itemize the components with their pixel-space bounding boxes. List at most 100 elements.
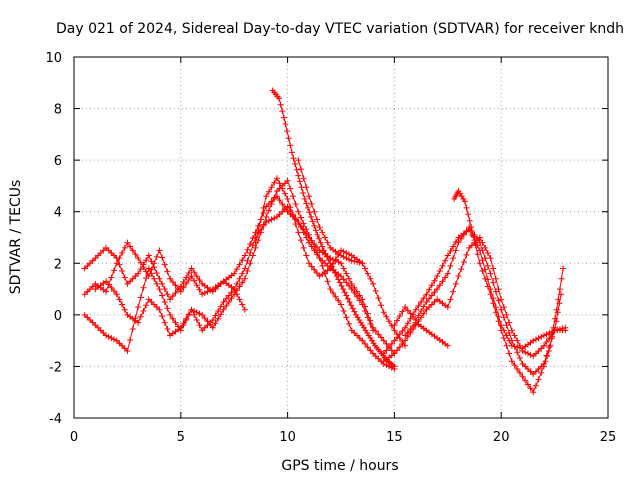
data-point — [426, 295, 433, 302]
data-point — [370, 327, 377, 334]
data-point — [271, 194, 278, 201]
data-point — [503, 342, 510, 349]
data-point — [113, 291, 120, 298]
data-point — [183, 315, 190, 322]
data-point — [185, 277, 192, 284]
data-point — [458, 235, 465, 242]
data-point — [332, 293, 339, 300]
data-point — [132, 273, 139, 280]
data-point — [119, 301, 126, 308]
data-point — [143, 257, 150, 264]
data-point — [116, 296, 123, 303]
data-point — [508, 327, 515, 334]
data-point — [328, 263, 335, 270]
data-point — [127, 278, 134, 285]
data-point — [89, 283, 96, 290]
data-point — [519, 373, 526, 380]
data-point — [156, 306, 163, 313]
data-point — [276, 180, 283, 187]
data-point — [546, 329, 553, 336]
data-point — [354, 288, 361, 295]
data-point — [148, 298, 155, 305]
data-point — [476, 234, 483, 241]
data-point — [201, 289, 208, 296]
data-point — [378, 302, 385, 309]
data-point — [316, 255, 323, 262]
data-point — [175, 285, 182, 292]
data-point — [444, 270, 451, 277]
data-point — [428, 301, 435, 308]
data-point — [225, 292, 232, 299]
data-point — [97, 249, 104, 256]
data-point — [346, 282, 353, 289]
data-point — [447, 262, 454, 269]
data-point — [340, 276, 347, 283]
data-point — [292, 220, 299, 227]
data-point — [231, 270, 238, 277]
data-point — [89, 257, 96, 264]
data-point — [140, 307, 147, 314]
data-point — [281, 206, 288, 213]
data-point — [362, 340, 369, 347]
data-point — [415, 302, 422, 309]
data-point — [383, 347, 390, 354]
data-point — [444, 304, 451, 311]
data-point — [455, 273, 462, 280]
data-point — [367, 347, 374, 354]
data-point — [431, 277, 438, 284]
data-point — [404, 320, 411, 327]
data-point — [484, 283, 491, 290]
data-point — [217, 311, 224, 318]
data-point — [321, 260, 328, 267]
data-point — [288, 149, 295, 156]
data-point — [223, 302, 230, 309]
data-point — [338, 282, 345, 289]
data-point — [410, 322, 417, 329]
data-point — [113, 260, 120, 267]
data-point — [465, 211, 472, 218]
data-point — [391, 327, 398, 334]
data-point — [346, 275, 353, 282]
data-point — [244, 268, 251, 275]
data-point — [332, 256, 339, 263]
data-point — [239, 279, 246, 286]
x-axis-title: GPS time / hours — [281, 458, 398, 474]
data-point — [129, 326, 136, 333]
data-point — [349, 305, 356, 312]
data-point — [116, 340, 123, 347]
grid — [74, 57, 608, 418]
data-point — [169, 278, 176, 285]
data-point — [289, 212, 296, 219]
data-point — [476, 239, 483, 246]
data-point — [191, 307, 198, 314]
data-point — [95, 324, 102, 331]
data-point — [97, 327, 104, 334]
data-point — [428, 282, 435, 289]
data-point — [335, 258, 342, 265]
data-point — [284, 177, 291, 184]
data-point — [111, 288, 118, 295]
data-point — [498, 306, 505, 313]
data-point — [177, 288, 184, 295]
data-point — [402, 324, 409, 331]
data-point — [119, 268, 126, 275]
data-point — [303, 200, 310, 207]
data-point — [418, 307, 425, 314]
data-point — [100, 247, 107, 254]
data-point — [105, 247, 112, 254]
y-tick-label: -4 — [49, 412, 62, 427]
data-point — [495, 286, 502, 293]
data-point — [311, 208, 318, 215]
data-point — [308, 200, 315, 207]
data-point — [231, 291, 238, 298]
data-point — [394, 317, 401, 324]
data-point — [356, 292, 363, 299]
data-point — [193, 317, 200, 324]
data-point — [558, 275, 565, 282]
data-point — [404, 329, 411, 336]
data-point — [241, 306, 248, 313]
data-point — [292, 161, 299, 168]
data-point — [396, 344, 403, 351]
data-point — [271, 215, 278, 222]
data-point — [263, 213, 270, 220]
